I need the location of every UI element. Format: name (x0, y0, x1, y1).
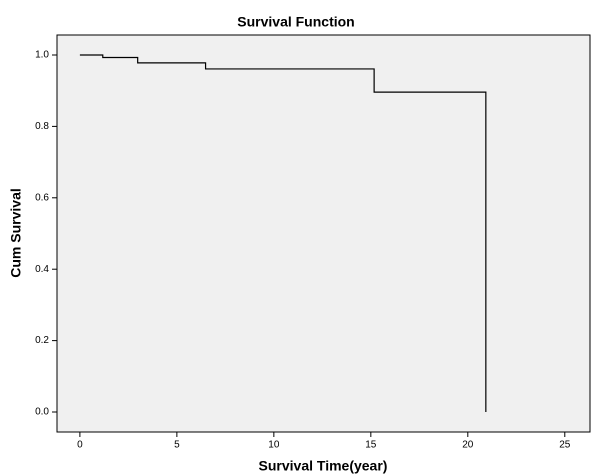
chart-title: Survival Function (237, 14, 354, 30)
x-tick-label: 5 (174, 440, 180, 451)
x-tick-label: 10 (268, 440, 280, 451)
x-tick-label: 0 (77, 440, 83, 451)
y-tick-label: 0.4 (35, 264, 49, 275)
y-tick-label: 0.6 (35, 192, 49, 203)
x-tick-label: 15 (365, 440, 377, 451)
plot-area (56, 34, 591, 433)
y-tick-label: 0.0 (35, 407, 49, 418)
y-tick-label: 0.8 (35, 121, 49, 132)
y-axis-label: Cum Survival (8, 188, 24, 277)
survival-line (79, 54, 487, 413)
x-tick-label: 25 (559, 440, 571, 451)
y-tick-label: 0.2 (35, 335, 49, 346)
x-tick-label: 20 (462, 440, 474, 451)
x-axis-label: Survival Time(year) (259, 458, 388, 474)
y-tick-label: 1.0 (35, 50, 49, 61)
